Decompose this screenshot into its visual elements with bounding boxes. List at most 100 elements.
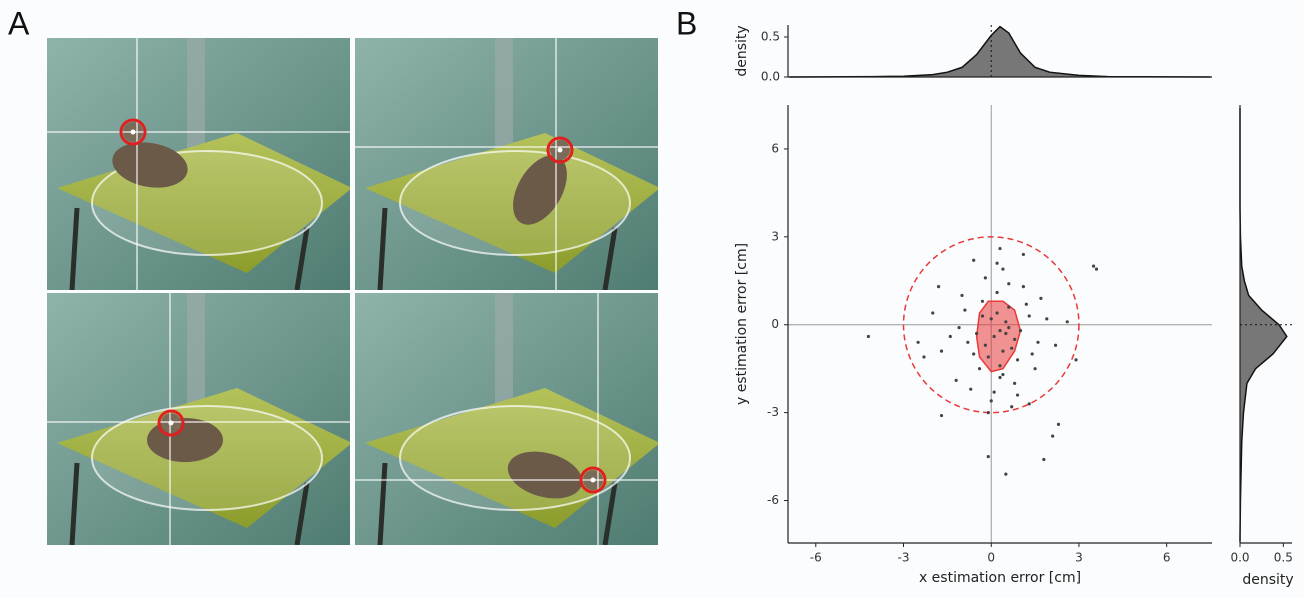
x-axis-label: density [1242, 572, 1293, 588]
table [365, 133, 658, 273]
point [998, 328, 1002, 333]
density-area [1240, 107, 1287, 542]
point [966, 340, 970, 344]
point [1033, 367, 1037, 371]
y-tick-label: 0 [771, 317, 779, 331]
x-tick-label: -6 [810, 551, 822, 565]
point [1027, 314, 1031, 318]
point [1001, 372, 1005, 377]
point [936, 285, 941, 289]
photo-content [355, 293, 658, 545]
photo-content [47, 38, 350, 290]
point [995, 261, 999, 265]
point [1021, 285, 1025, 289]
point [1039, 296, 1043, 300]
pole [495, 38, 513, 153]
point [995, 311, 999, 315]
x-tick-label: 0.5 [1274, 551, 1293, 565]
point [1010, 346, 1014, 350]
point [1001, 267, 1005, 271]
threshold-circle [902, 236, 1080, 414]
point [1045, 317, 1049, 321]
point [1027, 402, 1031, 406]
point [1042, 457, 1046, 462]
animal [112, 142, 188, 188]
photo [47, 38, 350, 290]
y-tick-label: -3 [767, 405, 779, 419]
point [1091, 264, 1096, 268]
y-tick-label: 6 [771, 141, 779, 155]
point [972, 258, 976, 262]
density-line [789, 25, 1211, 78]
tracking-marker [546, 136, 574, 164]
point [960, 293, 964, 298]
tracking-marker [119, 118, 147, 146]
point [1007, 305, 1011, 309]
y-tick-label: -6 [767, 493, 779, 507]
point [995, 290, 999, 295]
point [986, 355, 990, 359]
point [969, 387, 973, 391]
plots: -6 -3 0 3 6 -6 -3 0 3 6 x estimation error [cm] y e… [734, 25, 1294, 588]
cylinder [91, 405, 323, 511]
tracking-point [590, 477, 596, 483]
pole [495, 293, 513, 408]
animal [507, 451, 583, 499]
point [1015, 358, 1020, 362]
panel-label: A [8, 5, 30, 41]
point [989, 317, 993, 321]
point [1007, 326, 1011, 330]
point [1094, 267, 1099, 271]
photo-content [355, 38, 658, 290]
x-tick-label: 0 [987, 551, 995, 565]
point [983, 276, 987, 280]
point [1036, 340, 1040, 344]
point [1010, 405, 1014, 409]
x-tick-label: 6 [1163, 551, 1171, 565]
density-contour [975, 300, 1022, 373]
tracking-point [168, 420, 174, 426]
table-leg [69, 462, 310, 545]
y-axis-label: density [734, 25, 750, 76]
point [1030, 352, 1034, 356]
point [866, 334, 871, 339]
point [998, 375, 1002, 380]
x-tick-label: 3 [1075, 551, 1083, 565]
table-leg [69, 207, 310, 290]
tracking-marker [157, 409, 185, 437]
photo-grid [47, 38, 658, 545]
pole [187, 38, 205, 153]
photo [355, 38, 658, 290]
photo-content [47, 293, 350, 545]
point [939, 349, 944, 353]
point [1065, 320, 1069, 324]
point [931, 311, 935, 315]
table [365, 388, 658, 528]
point [998, 364, 1002, 368]
point [1051, 434, 1055, 438]
tracking-marker [579, 466, 607, 494]
point [1013, 337, 1017, 341]
point [1074, 358, 1078, 362]
point [980, 299, 985, 303]
point [992, 390, 996, 394]
point [1053, 343, 1058, 347]
point [1013, 381, 1017, 385]
point [922, 355, 926, 359]
point [939, 413, 944, 418]
photo [47, 293, 350, 545]
point [977, 367, 982, 371]
y-tick-label: 0.0 [761, 70, 780, 84]
point [986, 411, 990, 415]
table-leg [377, 462, 618, 545]
x-tick-label: 0.0 [1230, 551, 1249, 565]
point [983, 343, 987, 347]
x-tick-label: -3 [898, 551, 910, 565]
x-axis-label: x estimation error [cm] [919, 570, 1081, 586]
point [1001, 349, 1005, 353]
point [1004, 472, 1008, 476]
y-tick-label: 3 [771, 229, 779, 243]
